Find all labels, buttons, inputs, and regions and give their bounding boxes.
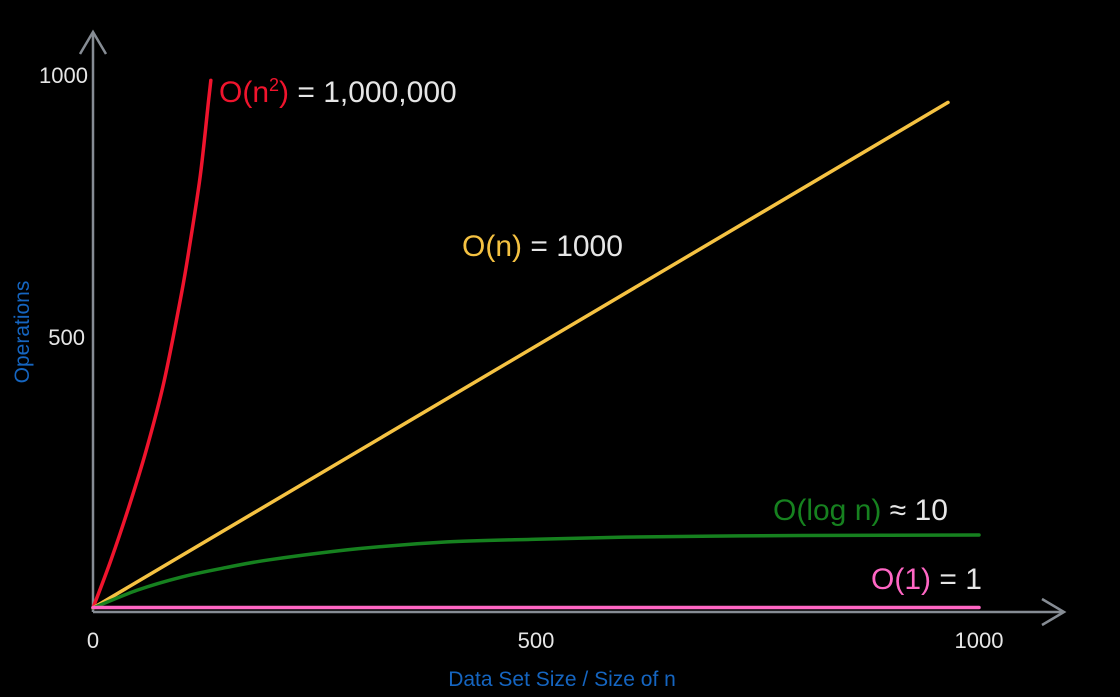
series-lines xyxy=(91,78,981,610)
annotation-o-n: O(n) = 1000 xyxy=(462,230,623,263)
x-tick-label-500: 500 xyxy=(518,628,555,653)
annotation-o-1: O(1) = 1 xyxy=(871,563,982,596)
annotation-o-n-name: O(n) xyxy=(462,230,522,263)
x-axis-arrow xyxy=(1041,597,1067,627)
annotation-o-n-squared-name: O(n xyxy=(219,76,269,109)
y-axis-arrow xyxy=(78,29,108,55)
y-tick-label-500: 500 xyxy=(48,325,85,350)
annotation-o-n-squared-close: ) xyxy=(279,76,289,109)
y-axis-title: Operations xyxy=(11,281,34,384)
y-tick-label-1000: 1000 xyxy=(39,63,88,88)
annotation-o-n-squared-superscript: 2 xyxy=(269,75,279,95)
x-tick-label-0: 0 xyxy=(87,628,99,653)
x-axis-title: Data Set Size / Size of n xyxy=(448,668,676,691)
series-line-o-n xyxy=(91,100,950,610)
annotation-o-n-squared-value: = 1,000,000 xyxy=(289,76,457,109)
annotation-o-log-n-name: O(log n) xyxy=(773,494,881,527)
annotation-o-1-name: O(1) xyxy=(871,563,931,596)
x-tick-label-1000: 1000 xyxy=(955,628,1004,653)
annotation-o-log-n-value: ≈ 10 xyxy=(881,494,948,527)
annotation-o-n-squared: O(n2) = 1,000,000 xyxy=(219,75,457,109)
series-line-o-n-squared xyxy=(91,78,213,610)
annotation-o-log-n: O(log n) ≈ 10 xyxy=(773,494,948,527)
series-line-o-log-n xyxy=(91,533,981,610)
annotation-o-1-value: = 1 xyxy=(931,563,982,596)
annotation-o-n-value: = 1000 xyxy=(522,230,623,263)
